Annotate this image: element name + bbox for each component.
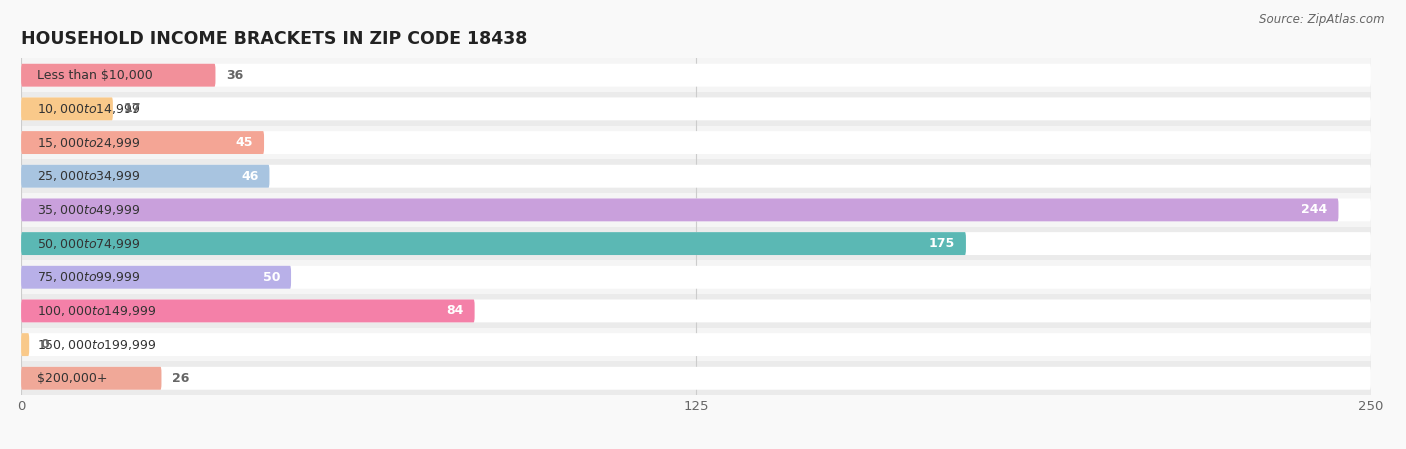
Bar [21, 294, 1371, 328]
Text: 84: 84 [447, 304, 464, 317]
FancyBboxPatch shape [21, 266, 291, 289]
Text: 0: 0 [39, 338, 49, 351]
Text: $25,000 to $34,999: $25,000 to $34,999 [38, 169, 141, 183]
Text: $10,000 to $14,999: $10,000 to $14,999 [38, 102, 141, 116]
FancyBboxPatch shape [21, 232, 1371, 255]
Text: Source: ZipAtlas.com: Source: ZipAtlas.com [1260, 13, 1385, 26]
Text: 244: 244 [1302, 203, 1327, 216]
FancyBboxPatch shape [21, 97, 112, 120]
Bar [21, 227, 1371, 260]
Text: $50,000 to $74,999: $50,000 to $74,999 [38, 237, 141, 251]
FancyBboxPatch shape [21, 97, 1371, 120]
Text: $150,000 to $199,999: $150,000 to $199,999 [38, 338, 156, 352]
Bar [21, 260, 1371, 294]
Text: Less than $10,000: Less than $10,000 [38, 69, 153, 82]
Bar [21, 361, 1371, 395]
Text: 36: 36 [226, 69, 243, 82]
Text: 50: 50 [263, 271, 280, 284]
FancyBboxPatch shape [21, 165, 1371, 188]
FancyBboxPatch shape [21, 299, 475, 322]
FancyBboxPatch shape [21, 367, 1371, 390]
FancyBboxPatch shape [21, 232, 966, 255]
FancyBboxPatch shape [21, 198, 1339, 221]
Text: $15,000 to $24,999: $15,000 to $24,999 [38, 136, 141, 150]
Bar [21, 126, 1371, 159]
Text: $35,000 to $49,999: $35,000 to $49,999 [38, 203, 141, 217]
Text: 45: 45 [236, 136, 253, 149]
Text: $200,000+: $200,000+ [38, 372, 108, 385]
Bar [21, 58, 1371, 92]
Bar [21, 193, 1371, 227]
FancyBboxPatch shape [21, 198, 1371, 221]
Bar [21, 92, 1371, 126]
Text: 26: 26 [173, 372, 190, 385]
FancyBboxPatch shape [21, 367, 162, 390]
FancyBboxPatch shape [21, 299, 1371, 322]
Text: $100,000 to $149,999: $100,000 to $149,999 [38, 304, 156, 318]
Text: 175: 175 [929, 237, 955, 250]
FancyBboxPatch shape [21, 333, 1371, 356]
Text: 17: 17 [124, 102, 141, 115]
FancyBboxPatch shape [21, 131, 264, 154]
FancyBboxPatch shape [21, 64, 1371, 87]
Bar [21, 328, 1371, 361]
Text: 46: 46 [242, 170, 259, 183]
Text: HOUSEHOLD INCOME BRACKETS IN ZIP CODE 18438: HOUSEHOLD INCOME BRACKETS IN ZIP CODE 18… [21, 31, 527, 48]
FancyBboxPatch shape [21, 266, 1371, 289]
FancyBboxPatch shape [21, 131, 1371, 154]
FancyBboxPatch shape [21, 64, 215, 87]
FancyBboxPatch shape [21, 333, 30, 356]
FancyBboxPatch shape [21, 165, 270, 188]
Text: $75,000 to $99,999: $75,000 to $99,999 [38, 270, 141, 284]
Bar [21, 159, 1371, 193]
